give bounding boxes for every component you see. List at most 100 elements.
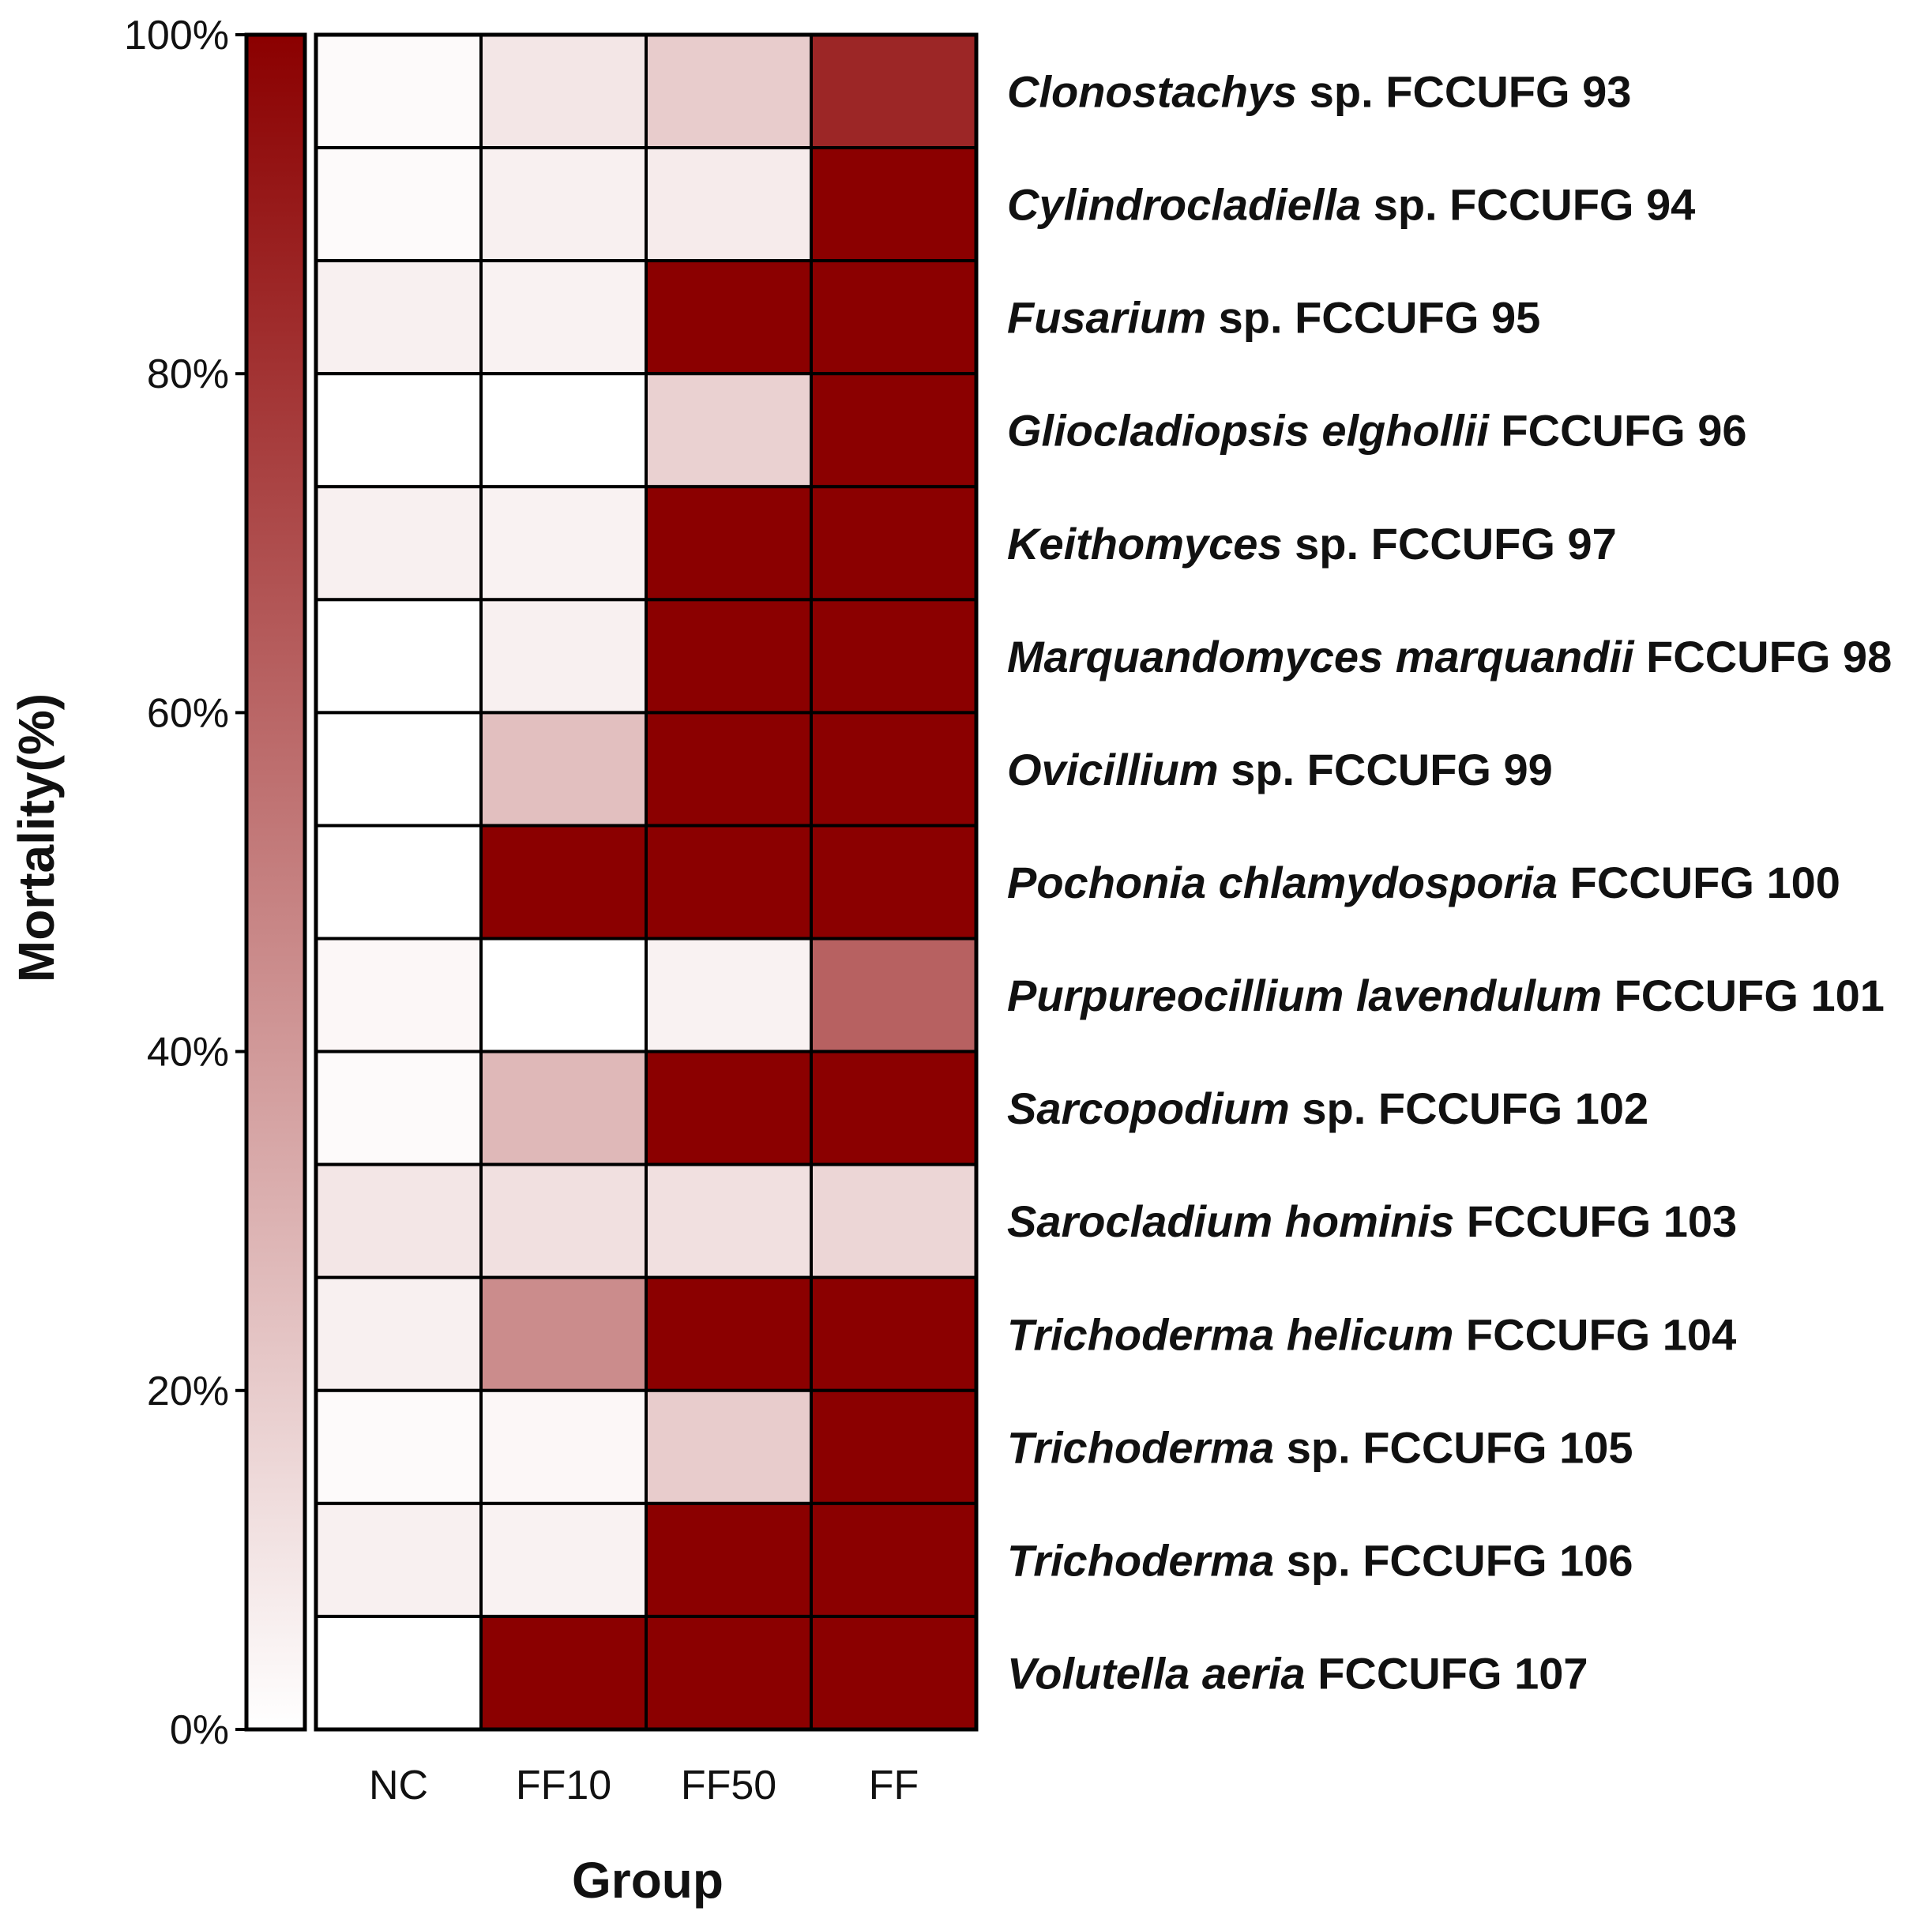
heatmap-cell <box>810 937 978 1053</box>
heatmap-cell <box>810 824 978 941</box>
heatmap-cell <box>810 372 978 489</box>
heatmap-cell <box>314 146 483 263</box>
heatmap-cell <box>314 1388 483 1505</box>
heatmap-cell <box>314 33 483 150</box>
heatmap-cell <box>479 598 648 715</box>
column-labels: NC FF10 FF50 FF <box>369 1763 919 1808</box>
row-label-species: Ovicillium <box>1007 745 1219 794</box>
row-label-species: Cylindrocladiella <box>1007 180 1361 230</box>
colorbar-tick-label: 60% <box>147 690 229 736</box>
heatmap-cell <box>645 1614 813 1732</box>
row-label: Sarocladium hominis FCCUFG 103 <box>1007 1196 1737 1246</box>
heatmap-cell <box>645 372 813 489</box>
row-label-species: Pochonia chlamydosporia <box>1007 858 1558 907</box>
heatmap-cell <box>810 711 978 828</box>
heatmap-cell <box>810 33 978 150</box>
heatmap-cell <box>810 1275 978 1392</box>
row-label-strain: sp. FCCUFG 95 <box>1206 293 1540 343</box>
row-label-strain: FCCUFG 100 <box>1558 858 1840 907</box>
row-label-species: Gliocladiopsis elghollii <box>1007 406 1490 456</box>
row-label-species: Trichoderma <box>1007 1422 1274 1472</box>
colorbar-tick-label: 40% <box>147 1030 229 1076</box>
heatmap-cell <box>645 485 813 602</box>
row-label: Fusarium sp. FCCUFG 95 <box>1007 293 1540 343</box>
heatmap-cell <box>314 824 483 941</box>
row-label-strain: sp. FCCUFG 99 <box>1219 745 1553 794</box>
y-axis-title: Mortality(%) <box>8 693 65 982</box>
heatmap-cell <box>479 711 648 828</box>
row-label: Pochonia chlamydosporia FCCUFG 100 <box>1007 858 1840 907</box>
row-label-species: Sarcopodium <box>1007 1083 1290 1133</box>
heatmap-cell <box>645 711 813 828</box>
heatmap-cell <box>645 937 813 1053</box>
heatmap-cell <box>645 1388 813 1505</box>
heatmap-cell <box>479 937 648 1053</box>
row-label-strain: FCCUFG 107 <box>1306 1648 1588 1698</box>
row-label-strain: sp. FCCUFG 106 <box>1274 1535 1633 1585</box>
row-label: Marquandomyces marquandii FCCUFG 98 <box>1007 632 1892 682</box>
row-label-species: Keithomyces <box>1007 519 1283 569</box>
heatmap-cell <box>645 1275 813 1392</box>
heatmap-cell <box>479 824 648 941</box>
row-label-species: Trichoderma helicum <box>1007 1309 1453 1359</box>
heatmap-cell <box>645 1049 813 1166</box>
heatmap-cell <box>645 824 813 941</box>
heatmap-cell <box>810 1162 978 1279</box>
heatmap-cell <box>810 1614 978 1732</box>
heatmap-cell <box>479 1388 648 1505</box>
heatmap-cell <box>314 1049 483 1166</box>
row-label: Cylindrocladiella sp. FCCUFG 94 <box>1007 180 1695 230</box>
row-label-species: Clonostachys <box>1007 67 1297 117</box>
heatmap-cell <box>479 33 648 150</box>
row-label: Clonostachys sp. FCCUFG 93 <box>1007 67 1631 117</box>
row-label-strain: FCCUFG 103 <box>1454 1196 1737 1246</box>
heatmap-cell <box>314 937 483 1053</box>
row-label-strain: FCCUFG 101 <box>1602 971 1885 1020</box>
colorbar-gradient <box>244 32 307 1732</box>
row-label-species: Purpureocillium lavendulum <box>1007 971 1602 1020</box>
heatmap-cell <box>479 372 648 489</box>
heatmap-cell <box>645 259 813 376</box>
heatmap-cell <box>810 1388 978 1505</box>
row-label-species: Trichoderma <box>1007 1535 1274 1585</box>
heatmap-cell <box>810 259 978 376</box>
column-label: FF <box>869 1763 919 1808</box>
row-label-strain: FCCUFG 96 <box>1489 406 1747 456</box>
heatmap-cell <box>810 485 978 602</box>
colorbar-tick-label: 100% <box>124 13 229 58</box>
colorbar-tick-label: 80% <box>147 351 229 397</box>
column-label: FF10 <box>516 1763 611 1808</box>
row-label: Gliocladiopsis elghollii FCCUFG 96 <box>1007 406 1747 456</box>
heatmap-cell <box>479 485 648 602</box>
colorbar-tick-label: 0% <box>170 1707 229 1753</box>
row-label: Trichoderma helicum FCCUFG 104 <box>1007 1309 1736 1359</box>
row-label: Volutella aeria FCCUFG 107 <box>1007 1648 1588 1698</box>
row-label-strain: sp. FCCUFG 94 <box>1361 180 1695 230</box>
row-label-species: Marquandomyces marquandii <box>1007 632 1635 682</box>
heatmap-cell <box>810 146 978 263</box>
row-label-strain: sp. FCCUFG 93 <box>1297 67 1631 117</box>
heatmap-cell <box>479 1501 648 1618</box>
heatmap-cell <box>314 1501 483 1618</box>
heatmap-cell <box>645 1162 813 1279</box>
row-label-species: Volutella aeria <box>1007 1648 1306 1698</box>
heatmap-cell <box>645 146 813 263</box>
row-label-strain: sp. FCCUFG 97 <box>1283 519 1617 569</box>
row-label-strain: FCCUFG 98 <box>1634 632 1893 682</box>
row-label-strain: sp. FCCUFG 105 <box>1274 1422 1633 1472</box>
row-label: Trichoderma sp. FCCUFG 106 <box>1007 1535 1633 1585</box>
row-label: Sarcopodium sp. FCCUFG 102 <box>1007 1083 1648 1133</box>
heatmap-cell <box>314 372 483 489</box>
column-label: FF50 <box>681 1763 776 1808</box>
heatmap-cell <box>314 1162 483 1279</box>
heatmap-border <box>314 32 979 1732</box>
row-label-species: Sarocladium hominis <box>1007 1196 1454 1246</box>
heatmap-cells <box>314 32 979 1732</box>
heatmap-cell <box>314 598 483 715</box>
heatmap-cell <box>810 1049 978 1166</box>
row-label-species: Fusarium <box>1007 293 1206 343</box>
heatmap-cell <box>479 1049 648 1166</box>
x-axis-title: Group <box>572 1852 724 1909</box>
row-label: Purpureocillium lavendulum FCCUFG 101 <box>1007 971 1885 1020</box>
